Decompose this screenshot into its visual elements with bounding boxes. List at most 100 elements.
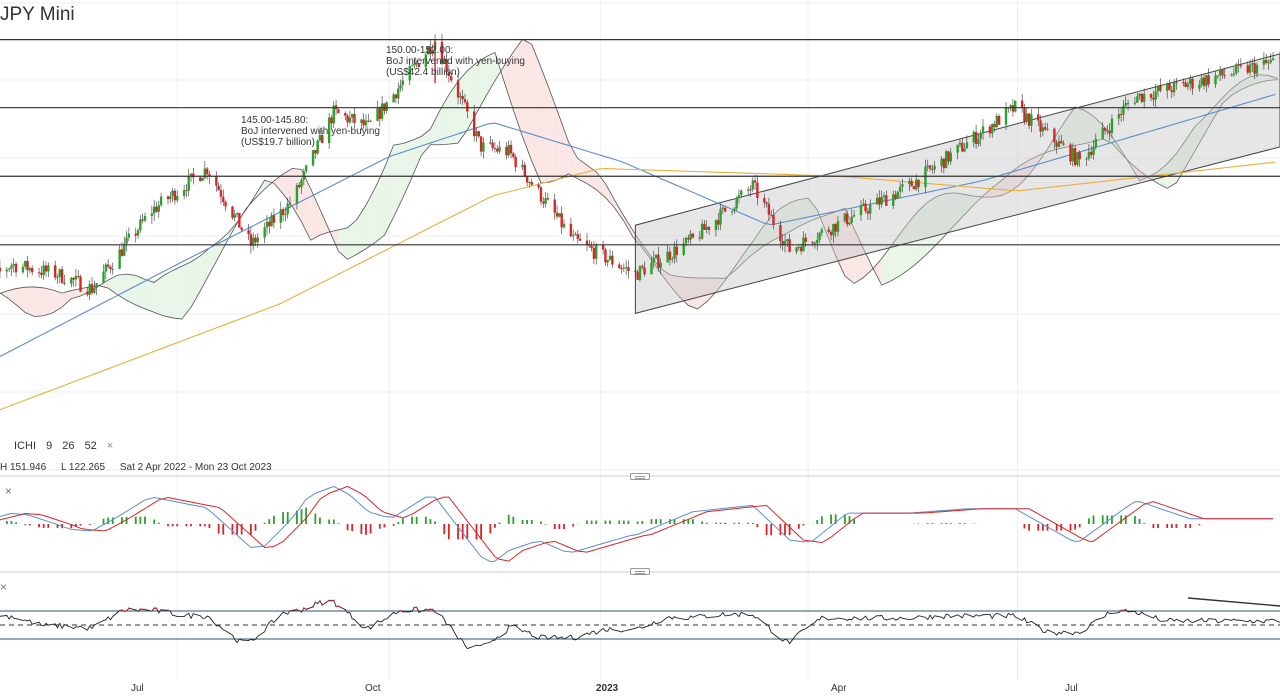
candle-body (908, 180, 911, 185)
rsi-overbought-point (1124, 608, 1127, 611)
rsi-overbought-point (335, 605, 337, 608)
candle-body (21, 266, 25, 273)
cloud-segment (430, 110, 440, 145)
rsi-close-icon[interactable]: × (0, 580, 8, 594)
candle-body (862, 203, 865, 206)
macd-histogram-bar (15, 522, 17, 524)
candle-body (1168, 83, 1171, 90)
macd-histogram-bar (784, 524, 786, 536)
cloud-segment (52, 290, 63, 313)
rsi-overbought-point (413, 606, 416, 609)
candle-body (284, 214, 287, 216)
cloud-segment (1111, 136, 1122, 154)
macd-histogram-bar (1124, 515, 1127, 524)
macd-histogram-bar (701, 521, 704, 524)
candle-body (5, 269, 9, 272)
candle-body (1186, 84, 1190, 87)
candle-body (753, 180, 757, 183)
macd-histogram-bar (134, 516, 137, 524)
candle-body (634, 270, 637, 272)
candle-body (898, 186, 902, 192)
macd-histogram-bar (659, 519, 662, 524)
candle-body (1057, 141, 1061, 147)
macd-histogram-bar (673, 519, 676, 524)
candle-body (63, 282, 66, 284)
horizontal-levels[interactable] (0, 39, 1280, 246)
cloud-segment (0, 291, 7, 298)
cloud-segment (421, 128, 431, 156)
macd-histogram-bar (314, 513, 317, 524)
rsi-overbought-point (332, 599, 335, 602)
candle-body (772, 214, 775, 226)
candle-body (431, 50, 434, 54)
candle-body (1136, 96, 1139, 103)
candle-body (963, 148, 966, 152)
macd-histogram-bar (512, 516, 515, 524)
candle-body (1255, 64, 1259, 74)
candle-body (769, 214, 773, 216)
macd-histogram-bar (1088, 518, 1090, 524)
candle-body (111, 268, 114, 270)
candle-body (1110, 118, 1114, 134)
candle-body (159, 196, 163, 206)
moving-averages (0, 93, 1276, 411)
candle-body (866, 211, 870, 214)
candle-body (385, 102, 388, 111)
macd-histogram-bar (351, 524, 354, 532)
macd-histogram-bar (1184, 524, 1187, 529)
rsi-overbought-point (144, 608, 146, 611)
candle-body (1269, 60, 1272, 63)
candle-body (88, 284, 91, 295)
candle-body (848, 222, 851, 225)
candle-body (703, 223, 706, 230)
candle-body (940, 158, 943, 166)
macd-histogram-bar (765, 524, 768, 536)
candle-body (797, 246, 801, 248)
macd-histogram-bar (461, 524, 464, 540)
macd-histogram-bar (1106, 515, 1109, 524)
annotation-intervention-1: 150.00-152.00: BoJ intervened with yen-b… (386, 45, 525, 78)
candle-body (311, 150, 315, 166)
macd-histogram-bar (249, 524, 252, 535)
candle-body (571, 235, 575, 237)
candle-body (689, 233, 692, 240)
candle-body (327, 117, 331, 144)
candle-body (1172, 81, 1176, 93)
candle-body (445, 59, 448, 72)
macd-histogram-bar (1120, 515, 1123, 524)
cloud-segment (62, 290, 72, 308)
candle-body (350, 114, 354, 118)
indicator-param-2: 26 (62, 440, 75, 452)
candle-body (1237, 64, 1240, 66)
candle-body (673, 246, 676, 259)
panel-resize-handle-2[interactable] (630, 568, 650, 575)
candle-body (684, 237, 688, 244)
cloud-segment (310, 188, 320, 241)
candle-body (627, 267, 630, 271)
candle-body (141, 219, 144, 221)
candle-body (546, 198, 550, 200)
candle-body (265, 221, 269, 228)
macd-histogram-bar (830, 514, 832, 524)
candle-body (380, 103, 384, 119)
cloud-segment (181, 261, 192, 320)
candle-body (231, 206, 234, 218)
candle-body (176, 195, 179, 201)
cloud-segment (688, 277, 698, 310)
candle-body (394, 94, 398, 99)
macd-histogram-bar (199, 524, 202, 527)
candle-body (892, 194, 895, 206)
candle-body (799, 246, 803, 252)
candle-body (109, 266, 112, 270)
candle-body (1062, 143, 1065, 145)
close-icon[interactable]: × (106, 440, 114, 452)
macd-close-icon[interactable]: × (5, 484, 13, 498)
cloud-segment (209, 241, 219, 274)
macd-histogram-bar (139, 516, 142, 524)
candle-body (730, 211, 734, 213)
candle-body (1230, 74, 1233, 76)
cloud-segment (347, 219, 357, 260)
rsi-overbought-point (399, 609, 402, 612)
panel-resize-handle-1[interactable] (630, 473, 650, 480)
